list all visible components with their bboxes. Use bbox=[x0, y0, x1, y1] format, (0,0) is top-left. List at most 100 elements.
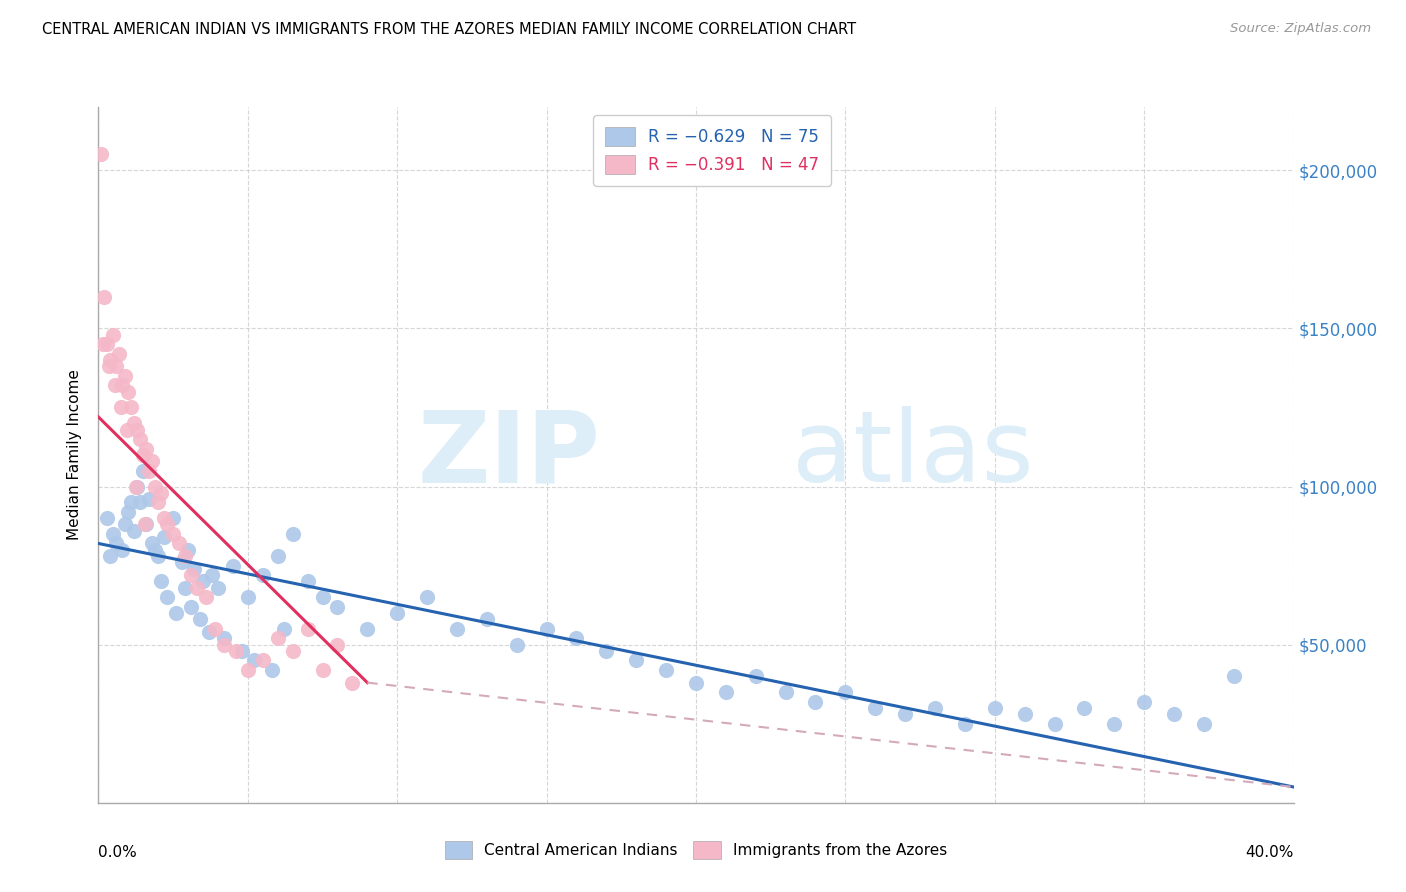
Point bbox=[236, 591, 259, 605]
Point bbox=[297, 574, 319, 589]
Point bbox=[104, 378, 127, 392]
Point bbox=[252, 653, 274, 667]
Point bbox=[416, 591, 439, 605]
Point bbox=[231, 644, 253, 658]
Point bbox=[148, 549, 170, 563]
Point bbox=[120, 401, 142, 415]
Text: 40.0%: 40.0% bbox=[1246, 845, 1294, 860]
Point bbox=[148, 495, 170, 509]
Point bbox=[626, 653, 648, 667]
Point bbox=[105, 536, 128, 550]
Point bbox=[96, 337, 118, 351]
Point bbox=[153, 511, 176, 525]
Point bbox=[195, 591, 218, 605]
Point bbox=[127, 479, 149, 493]
Point bbox=[103, 527, 125, 541]
Point bbox=[135, 517, 157, 532]
Point bbox=[162, 527, 184, 541]
Point bbox=[114, 517, 136, 532]
Point bbox=[167, 536, 190, 550]
Point bbox=[138, 492, 160, 507]
Point bbox=[311, 591, 333, 605]
Point bbox=[260, 663, 283, 677]
Point bbox=[536, 622, 558, 636]
Point bbox=[174, 581, 197, 595]
Point bbox=[775, 685, 797, 699]
Point bbox=[125, 479, 148, 493]
Point bbox=[108, 347, 131, 361]
Point bbox=[236, 663, 259, 677]
Point bbox=[1102, 716, 1125, 731]
Point bbox=[120, 495, 142, 509]
Point bbox=[953, 716, 976, 731]
Point bbox=[1222, 669, 1246, 683]
Point bbox=[252, 568, 274, 582]
Point bbox=[326, 638, 349, 652]
Point bbox=[281, 644, 304, 658]
Point bbox=[207, 581, 229, 595]
Point bbox=[114, 368, 136, 383]
Point bbox=[90, 147, 112, 161]
Point bbox=[198, 625, 221, 640]
Legend: Central American Indians, Immigrants from the Azores: Central American Indians, Immigrants fro… bbox=[439, 835, 953, 864]
Point bbox=[273, 622, 295, 636]
Point bbox=[129, 495, 152, 509]
Point bbox=[150, 574, 173, 589]
Point bbox=[124, 524, 146, 538]
Point bbox=[1163, 707, 1185, 722]
Point bbox=[153, 530, 176, 544]
Point bbox=[183, 562, 205, 576]
Point bbox=[143, 479, 166, 493]
Point bbox=[685, 675, 707, 690]
Point bbox=[212, 638, 235, 652]
Point bbox=[97, 359, 120, 374]
Point bbox=[132, 464, 155, 478]
Point bbox=[1073, 701, 1095, 715]
Point bbox=[117, 505, 139, 519]
Text: 0.0%: 0.0% bbox=[98, 845, 138, 860]
Point bbox=[138, 464, 160, 478]
Point bbox=[100, 549, 122, 563]
Point bbox=[172, 556, 194, 570]
Point bbox=[129, 432, 152, 446]
Point bbox=[165, 606, 187, 620]
Point bbox=[188, 612, 211, 626]
Point bbox=[127, 423, 149, 437]
Point bbox=[191, 574, 214, 589]
Point bbox=[565, 632, 588, 646]
Point bbox=[135, 442, 157, 456]
Point bbox=[1043, 716, 1066, 731]
Point bbox=[105, 359, 128, 374]
Point bbox=[714, 685, 737, 699]
Point bbox=[1133, 695, 1156, 709]
Point bbox=[150, 486, 173, 500]
Point bbox=[311, 663, 333, 677]
Point bbox=[111, 542, 134, 557]
Text: atlas: atlas bbox=[792, 407, 1033, 503]
Point bbox=[180, 568, 202, 582]
Point bbox=[446, 622, 468, 636]
Point bbox=[103, 327, 125, 342]
Point bbox=[1192, 716, 1215, 731]
Point bbox=[506, 638, 529, 652]
Text: Source: ZipAtlas.com: Source: ZipAtlas.com bbox=[1230, 22, 1371, 36]
Point bbox=[475, 612, 498, 626]
Point bbox=[222, 558, 245, 573]
Point bbox=[134, 517, 156, 532]
Point bbox=[91, 337, 114, 351]
Point bbox=[863, 701, 887, 715]
Point bbox=[100, 353, 122, 368]
Point bbox=[984, 701, 1007, 715]
Point bbox=[924, 701, 946, 715]
Point bbox=[156, 517, 179, 532]
Point bbox=[93, 290, 115, 304]
Point bbox=[243, 653, 266, 667]
Point bbox=[162, 511, 184, 525]
Point bbox=[595, 644, 617, 658]
Y-axis label: Median Family Income: Median Family Income bbox=[67, 369, 83, 541]
Point bbox=[96, 511, 118, 525]
Point bbox=[132, 448, 155, 462]
Point bbox=[180, 599, 202, 614]
Point bbox=[156, 591, 179, 605]
Point bbox=[141, 536, 163, 550]
